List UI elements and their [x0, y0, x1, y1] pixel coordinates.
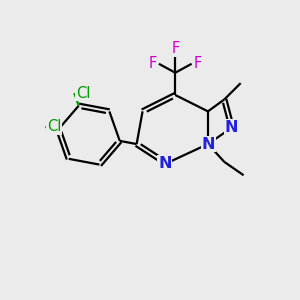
Text: Cl: Cl — [47, 119, 61, 134]
Text: Cl: Cl — [76, 85, 90, 100]
Text: N: N — [202, 136, 215, 152]
Text: N: N — [158, 156, 172, 171]
Text: N: N — [225, 120, 238, 135]
Text: F: F — [194, 56, 202, 71]
Text: F: F — [171, 41, 179, 56]
Text: F: F — [148, 56, 157, 71]
